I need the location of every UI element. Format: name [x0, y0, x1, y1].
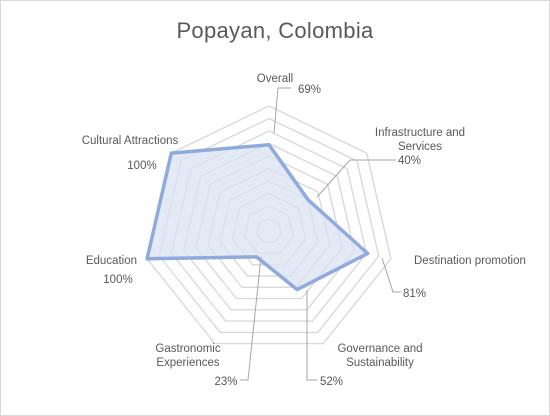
- leader-line: [316, 159, 396, 198]
- axis-label-line: Governance and: [337, 343, 422, 355]
- axis-label: Education: [86, 255, 137, 267]
- value-label: 100%: [127, 160, 156, 172]
- value-label: 69%: [298, 84, 321, 96]
- value-label: 81%: [403, 288, 426, 300]
- axis-label-line: Gastronomic: [155, 343, 220, 355]
- leader-line: [240, 256, 262, 381]
- axis-label: Overall: [257, 73, 293, 85]
- axis-label-line: Experiences: [156, 357, 220, 369]
- leader-line: [306, 290, 317, 381]
- axis-label-line: Cultural Attractions: [82, 135, 179, 147]
- axis-label: Gastronomic Experiences: [155, 343, 220, 369]
- series-polygon: [145, 143, 370, 292]
- label-leaders: [240, 87, 401, 381]
- axis-label-line: Services: [398, 141, 442, 153]
- value-label: 100%: [103, 274, 132, 286]
- value-labels: 69% 40% 81% 52% 23% 100% 100%: [103, 84, 426, 388]
- axis-label-line: Destination promotion: [414, 255, 526, 267]
- axis-label-line: Overall: [257, 73, 293, 85]
- axis-label-line: Sustainability: [346, 357, 414, 369]
- axis-labels: Overall Infrastructure and Services Destina…: [82, 73, 526, 369]
- value-label: 23%: [214, 376, 237, 388]
- axis-label: Destination promotion: [414, 255, 526, 267]
- axis-label: Governance and Sustainability: [337, 343, 422, 369]
- axis-label-line: Infrastructure and: [375, 127, 465, 139]
- axis-label-line: Education: [86, 255, 137, 267]
- radar-series: [145, 143, 370, 292]
- chart-title: Popayan, Colombia: [176, 18, 374, 43]
- leader-line: [381, 257, 401, 293]
- leader-line: [273, 87, 291, 134]
- value-label: 40%: [398, 155, 421, 167]
- value-label: 52%: [320, 376, 343, 388]
- axis-label: Infrastructure and Services: [375, 127, 465, 153]
- axis-label: Cultural Attractions: [82, 135, 179, 147]
